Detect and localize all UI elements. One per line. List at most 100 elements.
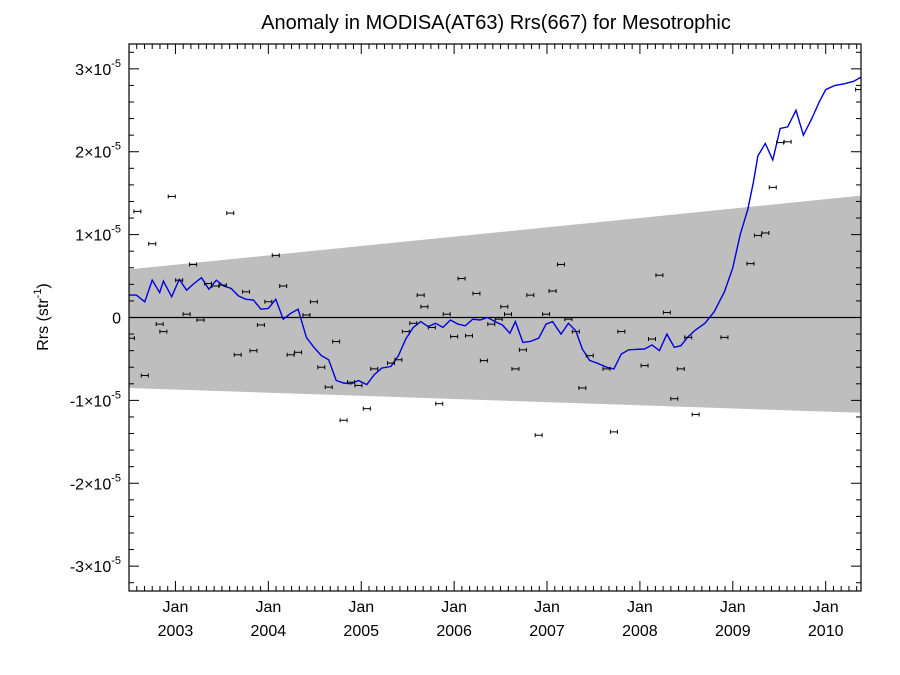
x-tick-label-year: 2005 [343, 623, 379, 640]
data-point [504, 312, 513, 317]
data-point [394, 357, 403, 362]
data-point [324, 385, 333, 390]
y-tick-label: 3×10-5 [75, 58, 121, 79]
data-point [409, 321, 418, 326]
data-point [182, 312, 191, 317]
data-point [196, 317, 205, 322]
x-tick-label-month: Jan [813, 599, 839, 616]
data-point [442, 312, 451, 317]
y-tick-label: -1×10-5 [70, 389, 121, 410]
data-point [585, 353, 594, 358]
data-point [339, 418, 348, 423]
data-point [511, 366, 520, 371]
data-point [684, 335, 693, 340]
data-point [602, 366, 611, 371]
y-tick-label: -2×10-5 [70, 472, 121, 493]
x-tick-label-year: 2008 [622, 623, 658, 640]
chart-title: Anomaly in MODISA(AT63) Rrs(667) for Mes… [261, 12, 731, 34]
data-point [655, 273, 664, 278]
data-point [720, 335, 729, 340]
data-point [189, 262, 198, 267]
data-point [542, 312, 551, 317]
data-point [249, 348, 258, 353]
data-point [564, 317, 573, 322]
y-axis-label: Rrs (str-1) [32, 283, 52, 351]
data-point [472, 291, 481, 296]
data-point [526, 293, 535, 298]
x-tick-label-year: 2006 [436, 623, 472, 640]
anomaly-series-line [129, 76, 861, 386]
data-point [271, 253, 280, 258]
data-point [662, 310, 671, 315]
data-point [416, 293, 425, 298]
data-point [294, 350, 303, 355]
plot-area [129, 76, 861, 438]
x-tick-label-month: Jan [627, 599, 653, 616]
data-point [464, 333, 473, 338]
data-point [256, 322, 265, 327]
data-point [332, 339, 341, 344]
x-tick-label-year: 2007 [529, 623, 565, 640]
y-tick-label: 0 [112, 311, 121, 328]
data-point [450, 334, 459, 339]
data-point [226, 211, 235, 216]
data-point [354, 383, 363, 388]
data-point [571, 329, 580, 334]
data-point [264, 299, 273, 304]
data-point [148, 241, 157, 246]
data-point [670, 396, 679, 401]
data-point [279, 284, 288, 289]
data-point [609, 429, 618, 434]
data-point [233, 352, 242, 357]
data-point [133, 209, 142, 214]
x-tick-label-month: Jan [534, 599, 560, 616]
x-tick-label-month: Jan [255, 599, 281, 616]
data-point [691, 412, 700, 417]
x-tick-label-year: 2004 [251, 623, 287, 640]
data-point [401, 329, 410, 334]
data-point [129, 336, 135, 341]
x-tick-label-month: Jan [441, 599, 467, 616]
x-tick-label-year: 2009 [715, 623, 751, 640]
data-point [479, 358, 488, 363]
data-point [518, 347, 527, 352]
data-point [167, 194, 176, 199]
data-point [140, 373, 149, 378]
data-point [617, 329, 626, 334]
data-point [159, 329, 168, 334]
data-point [317, 365, 326, 370]
y-tick-label: 1×10-5 [75, 224, 121, 245]
x-tick-label-year: 2010 [808, 623, 844, 640]
data-point [435, 401, 444, 406]
data-point [640, 363, 649, 368]
data-point [420, 304, 429, 309]
data-point [534, 433, 543, 438]
x-tick-label-year: 2003 [158, 623, 194, 640]
data-point [556, 262, 565, 267]
data-point [302, 313, 311, 318]
axes: 3×10-5 2×10-5 1×10-5 0 -1×10-5 -2×10-5 -3×10-5… [70, 44, 861, 640]
y-tick-label: -3×10-5 [70, 555, 121, 576]
data-point [370, 366, 379, 371]
data-point [855, 87, 861, 92]
data-point [647, 337, 656, 342]
data-point [783, 139, 792, 144]
data-point [761, 230, 770, 235]
data-point [487, 322, 496, 327]
x-tick-label-month: Jan [163, 599, 189, 616]
data-point [500, 304, 509, 309]
x-tick-label-month: Jan [720, 599, 746, 616]
x-tick-label-month: Jan [348, 599, 374, 616]
confidence-band [129, 195, 861, 413]
data-point [676, 366, 685, 371]
data-point [548, 288, 557, 293]
data-point [457, 276, 466, 281]
data-point [746, 261, 755, 266]
data-point [427, 325, 436, 330]
data-point [242, 289, 251, 294]
data-point [578, 385, 587, 390]
y-tick-label: 2×10-5 [75, 141, 121, 162]
data-point [494, 317, 503, 322]
data-point [768, 185, 777, 190]
